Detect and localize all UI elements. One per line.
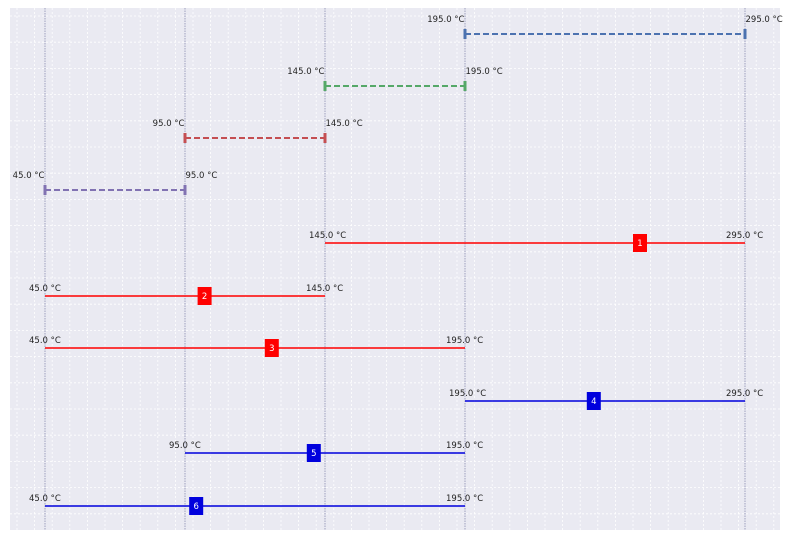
stream-marker-label-1: 1 [637, 239, 642, 249]
stream-start-label-6: 45.0 °C [29, 494, 61, 504]
stream-end-label-5: 195.0 °C [446, 441, 483, 451]
stream-end-label-3: 195.0 °C [446, 336, 483, 346]
interval-end-label: 95.0 °C [186, 171, 218, 181]
stream-marker-2 [197, 287, 212, 305]
interval-start-label: 195.0 °C [427, 15, 464, 25]
stream-end-label-6: 195.0 °C [446, 494, 483, 504]
stream-start-label-1: 145.0 °C [309, 231, 346, 241]
stream-marker-4 [586, 392, 601, 410]
stream-end-label-1: 295.0 °C [726, 231, 763, 241]
interval-end-label: 145.0 °C [326, 119, 363, 129]
stream-marker-label-6: 6 [193, 502, 198, 512]
interval-start-tick [43, 185, 47, 195]
stream-start-label-2: 45.0 °C [29, 284, 61, 294]
plot-background [10, 8, 780, 530]
stream-start-label-3: 45.0 °C [29, 336, 61, 346]
interval-start-tick [183, 133, 187, 143]
interval-start-tick [463, 29, 467, 39]
interval-end-label: 295.0 °C [746, 15, 783, 25]
interval-start-tick [323, 81, 327, 91]
interval-end-label: 195.0 °C [466, 67, 503, 77]
interval-end-tick [183, 185, 187, 195]
stream-marker-6 [189, 497, 204, 515]
stream-marker-label-3: 3 [269, 344, 274, 354]
stream-marker-label-4: 4 [591, 397, 596, 407]
stream-end-label-2: 145.0 °C [306, 284, 343, 294]
interval-start-label: 145.0 °C [287, 67, 324, 77]
stream-marker-label-5: 5 [311, 449, 316, 459]
stream-marker-1 [633, 234, 647, 252]
stream-marker-5 [306, 444, 321, 462]
stream-start-label-5: 95.0 °C [169, 441, 201, 451]
interval-start-label: 95.0 °C [153, 119, 185, 129]
stream-marker-3 [264, 339, 279, 357]
interval-start-label: 45.0 °C [13, 171, 45, 181]
interval-end-tick [743, 29, 747, 39]
interval-end-tick [463, 81, 467, 91]
stream-end-label-4: 295.0 °C [726, 389, 763, 399]
stream-start-label-4: 195.0 °C [449, 389, 486, 399]
interval-end-tick [323, 133, 327, 143]
stream-marker-label-2: 2 [202, 292, 207, 302]
